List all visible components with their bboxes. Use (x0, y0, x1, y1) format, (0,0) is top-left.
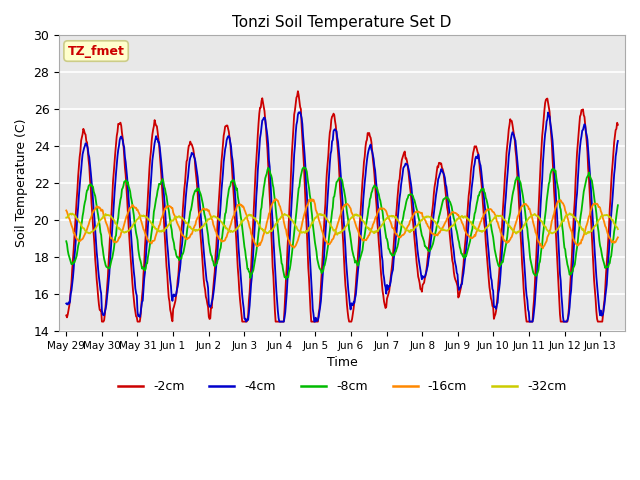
Y-axis label: Soil Temperature (C): Soil Temperature (C) (15, 119, 28, 247)
Legend: -2cm, -4cm, -8cm, -16cm, -32cm: -2cm, -4cm, -8cm, -16cm, -32cm (113, 375, 572, 398)
Title: Tonzi Soil Temperature Set D: Tonzi Soil Temperature Set D (232, 15, 452, 30)
X-axis label: Time: Time (326, 356, 358, 369)
Text: TZ_fmet: TZ_fmet (68, 45, 125, 58)
